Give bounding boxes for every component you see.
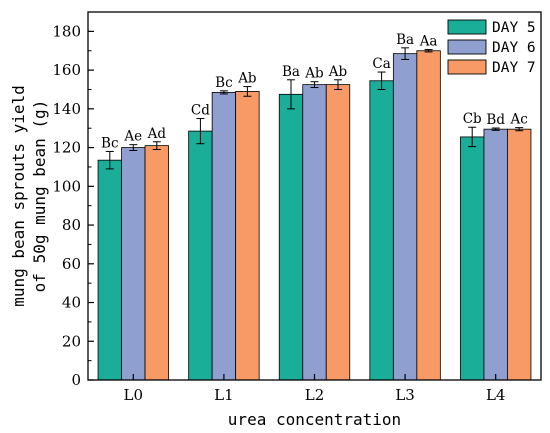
- data-label: Cd: [191, 103, 210, 119]
- bar: [97, 159, 122, 381]
- y-tick-label: 20: [62, 332, 81, 350]
- y-axis: 0 20 40 60 80 100 120 140 160 180: [52, 22, 94, 389]
- data-label: Ca: [372, 56, 390, 72]
- x-tick-label: L2: [305, 386, 325, 404]
- bar: [188, 130, 213, 381]
- legend-swatch: [447, 19, 487, 35]
- bars-layer: [97, 50, 532, 381]
- bar: [121, 147, 146, 381]
- bar: [460, 136, 485, 381]
- error-bars-layer: [105, 47, 524, 170]
- x-axis: L0 L1 L2 L3 L4: [124, 374, 506, 404]
- data-label: Bc: [215, 75, 232, 91]
- x-axis-title: urea concentration: [228, 410, 401, 429]
- y-axis-title-line2: of 50g mung bean (g): [30, 100, 49, 293]
- data-label: Ba: [282, 64, 300, 80]
- x-tick-label: L1: [214, 386, 234, 404]
- bar: [369, 80, 394, 381]
- bar: [325, 84, 351, 381]
- data-label: Cb: [463, 111, 482, 127]
- bar: [144, 145, 169, 381]
- data-label: Ab: [304, 66, 323, 82]
- bar: [392, 53, 418, 381]
- x-tick-label: L4: [486, 386, 506, 404]
- legend-swatch: [447, 39, 487, 55]
- data-label: Ad: [147, 126, 167, 142]
- data-label: Ac: [510, 112, 528, 128]
- y-tick-label: 180: [52, 22, 81, 40]
- data-label: Bc: [101, 135, 118, 151]
- bar: [507, 128, 532, 381]
- y-tick-label: 140: [52, 100, 81, 118]
- bar: [235, 91, 260, 381]
- bar: [278, 93, 304, 381]
- y-tick-label: 120: [52, 139, 81, 157]
- data-label: Bd: [486, 112, 505, 128]
- data-label: Ba: [396, 32, 414, 48]
- data-label: Ab: [328, 64, 347, 80]
- data-label: Ae: [123, 129, 142, 145]
- y-axis-title-line1: mung bean sprouts yield: [9, 85, 28, 307]
- data-label: Aa: [419, 34, 438, 50]
- legend: DAY 5 DAY 6 DAY 7: [445, 16, 536, 82]
- y-tick-label: 80: [62, 216, 81, 234]
- y-tick-label: 0: [71, 371, 81, 389]
- bar: [211, 91, 237, 381]
- y-tick-label: 160: [52, 61, 81, 79]
- y-tick-label: 100: [52, 177, 81, 195]
- legend-label: DAY 6: [492, 40, 536, 56]
- data-label: Ab: [237, 71, 256, 87]
- bar: [302, 84, 327, 381]
- y-tick-label: 40: [62, 294, 81, 312]
- x-tick-label: L3: [395, 386, 415, 404]
- x-tick-label: L0: [124, 386, 144, 404]
- bar: [483, 128, 508, 381]
- legend-label: DAY 7: [492, 60, 536, 76]
- y-tick-label: 60: [62, 255, 81, 273]
- legend-label: DAY 5: [492, 20, 536, 36]
- legend-swatch: [447, 59, 487, 75]
- bar: [416, 50, 441, 381]
